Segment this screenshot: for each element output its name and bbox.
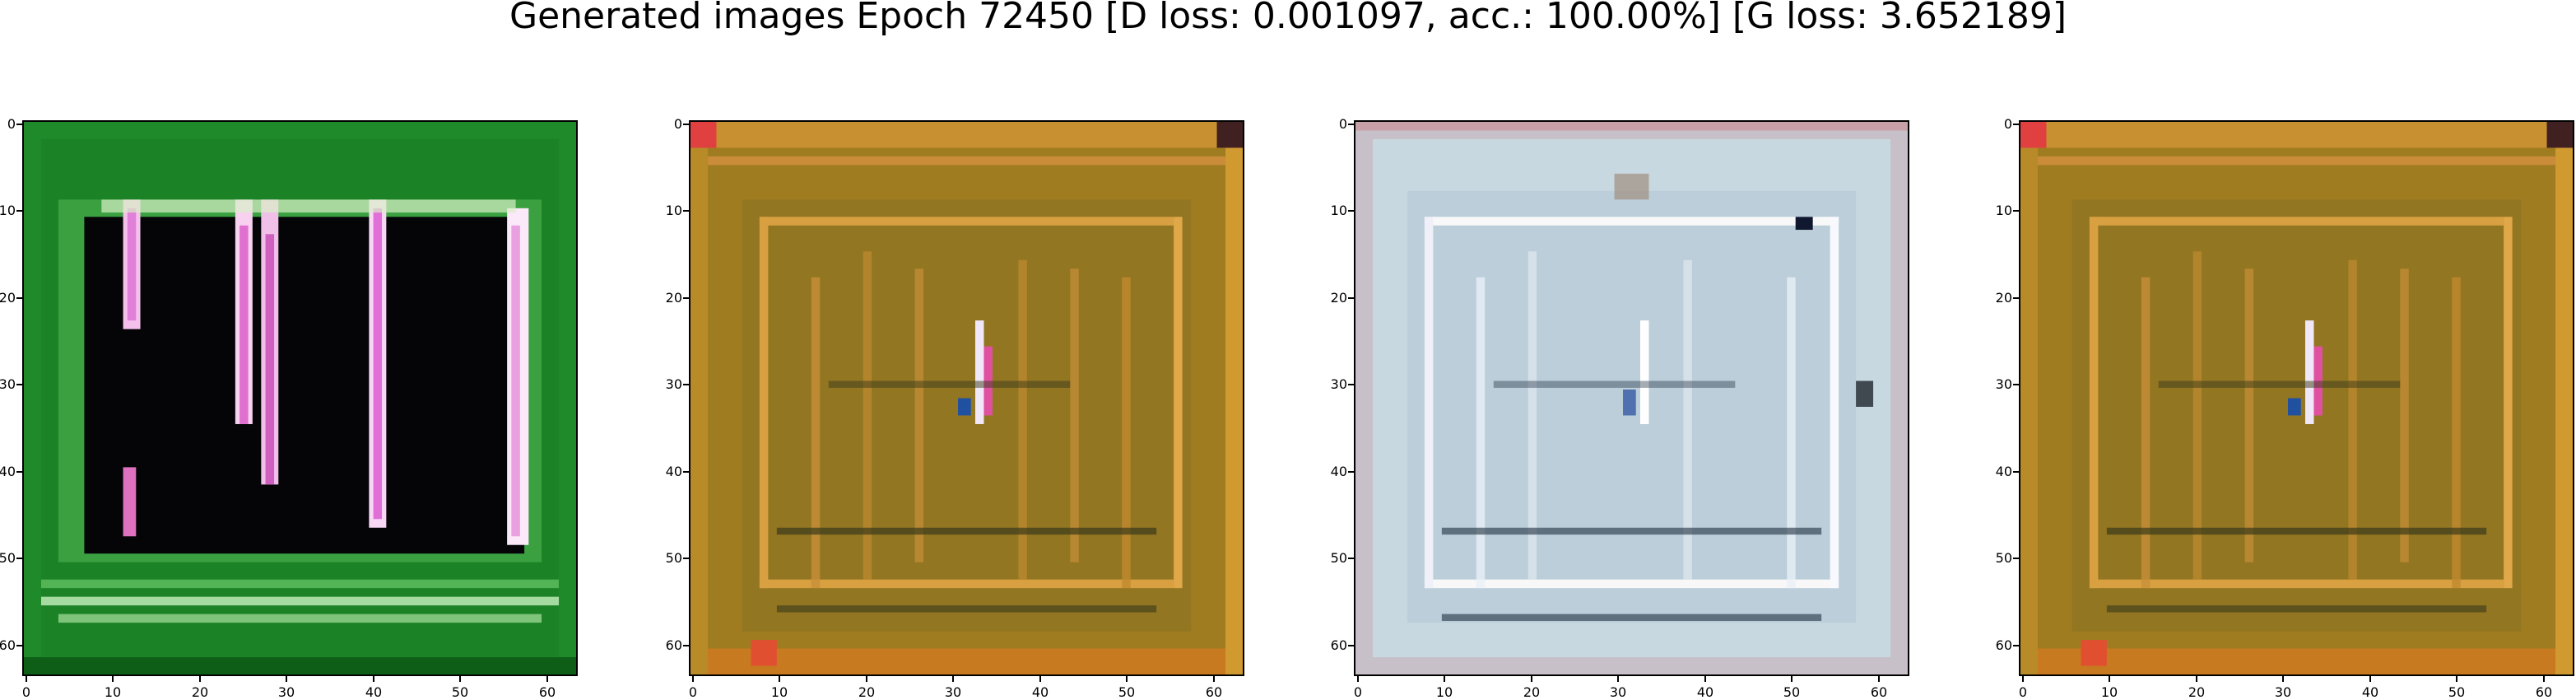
image-frame-1 [22,120,578,676]
ytick-label: 60 [1324,639,1354,652]
xtick-label: 40 [1024,676,1057,699]
xtick-label: 40 [1689,676,1722,699]
ytick-label: 40 [1989,465,2019,478]
ytick-label: 0 [1324,118,1354,131]
xtick-label: 60 [2527,676,2560,699]
xtick-label: 20 [1515,676,1548,699]
ytick-label: 20 [0,292,22,305]
xtick-label: 30 [270,676,303,699]
image-frame-4 [2019,120,2574,676]
xtick-label: 60 [1197,676,1230,699]
xtick-label: 50 [2440,676,2473,699]
xtick-label: 60 [531,676,564,699]
ytick-label: 50 [659,552,689,565]
xtick-label: 0 [677,676,709,699]
image-frame-3 [1354,120,1909,676]
ytick-label: 30 [0,378,22,391]
ytick-label: 20 [659,292,689,305]
xtick-label: 30 [937,676,969,699]
xtick-label: 50 [444,676,477,699]
ytick-label: 60 [659,639,689,652]
xtick-label: 10 [2093,676,2126,699]
generated-image-2 [690,122,1243,674]
ytick-label: 0 [659,118,689,131]
xtick-label: 60 [1862,676,1895,699]
generated-image-4 [2020,122,2573,674]
ytick-label: 0 [0,118,22,131]
xtick-label: 50 [1110,676,1143,699]
xtick-label: 0 [2006,676,2039,699]
ytick-label: 20 [1989,292,2019,305]
xtick-label: 40 [357,676,390,699]
ytick-label: 50 [1324,552,1354,565]
xtick-label: 20 [184,676,216,699]
ytick-label: 20 [1324,292,1354,305]
xtick-label: 30 [2267,676,2299,699]
generated-image-panel-4: 0 10 20 30 40 50 60 0 10 20 30 40 50 60 [1996,118,2574,699]
ytick-label: 10 [659,204,689,217]
ytick-label: 40 [1324,465,1354,478]
ytick-label: 30 [659,378,689,391]
ytick-label: 30 [1324,378,1354,391]
ytick-label: 50 [0,552,22,565]
xtick-label: 10 [1428,676,1461,699]
xtick-label: 20 [2180,676,2213,699]
image-frame-2 [689,120,1244,676]
ytick-label: 40 [659,465,689,478]
ytick-label: 0 [1989,118,2019,131]
generated-image-3 [1355,122,1908,674]
figure-title: Generated images Epoch 72450 [D loss: 0.… [509,0,2067,37]
ytick-label: 10 [1989,204,2019,217]
xtick-label: 40 [2354,676,2387,699]
ytick-label: 30 [1989,378,2019,391]
xtick-label: 50 [1775,676,1808,699]
xtick-label: 20 [850,676,883,699]
xtick-label: 30 [1602,676,1634,699]
ytick-label: 40 [0,465,22,478]
ytick-label: 50 [1989,552,2019,565]
ytick-label: 10 [1324,204,1354,217]
generated-image-panel-3: 0 10 20 30 40 50 60 0 10 20 30 40 50 60 [1331,118,1909,699]
generated-image-panel-2: 0 10 20 30 40 50 60 0 10 20 30 40 50 60 [666,118,1244,699]
ytick-label: 10 [0,204,22,217]
xtick-label: 10 [96,676,129,699]
xtick-label: 10 [763,676,796,699]
xtick-label: 0 [1341,676,1374,699]
xtick-label: 0 [10,676,43,699]
generated-image-1 [24,122,576,674]
ytick-label: 60 [0,639,22,652]
ytick-label: 60 [1989,639,2019,652]
generated-image-panel-1: 0 10 20 30 40 50 60 0 10 20 30 40 50 60 [0,118,578,699]
